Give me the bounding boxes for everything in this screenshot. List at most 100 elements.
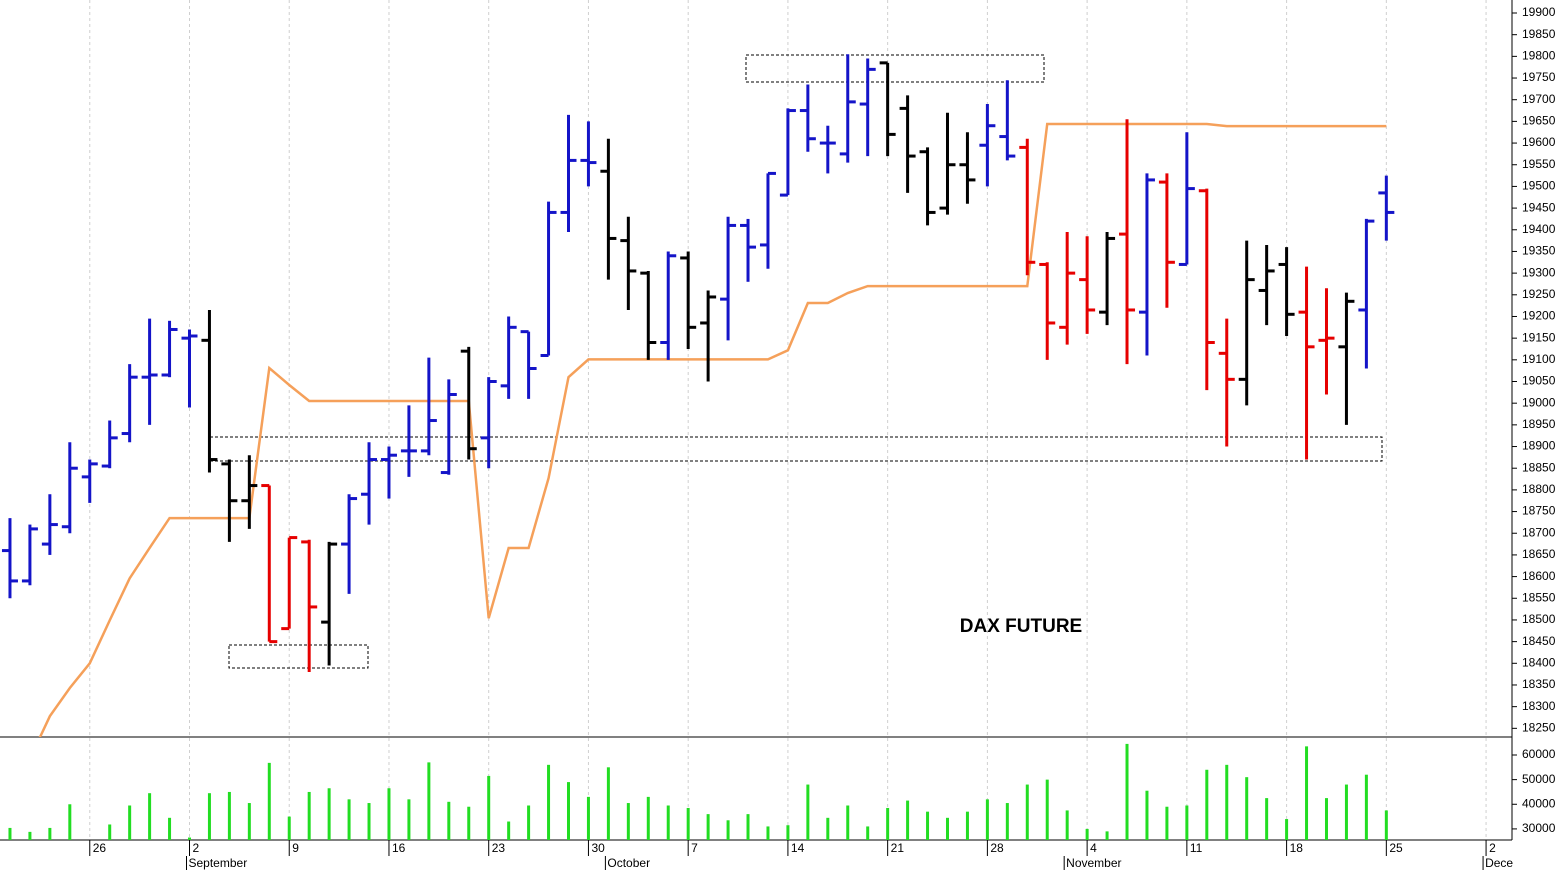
x-tick-label: 21 — [891, 841, 905, 855]
volume-bar — [566, 782, 570, 840]
volume-bar — [187, 837, 191, 840]
month-label: October — [607, 856, 650, 870]
y-tick-label: 40000 — [1522, 796, 1556, 810]
x-tick-label: 16 — [392, 841, 406, 855]
volume-bar — [1105, 831, 1109, 840]
y-tick-label: 19250 — [1522, 287, 1556, 301]
volume-bar — [906, 800, 910, 840]
highlight-box — [745, 54, 1045, 83]
y-tick-label: 18800 — [1522, 482, 1556, 496]
volume-bar — [1145, 790, 1149, 840]
y-tick-label: 19400 — [1522, 222, 1556, 236]
volume-bar — [227, 791, 231, 840]
volume-bar — [28, 831, 32, 840]
volume-bar — [207, 793, 211, 840]
x-tick-label: 28 — [990, 841, 1004, 855]
y-tick-label: 60000 — [1522, 747, 1556, 761]
volume-bar — [68, 804, 72, 840]
y-tick-label: 19600 — [1522, 135, 1556, 149]
volume-bar — [1025, 784, 1029, 840]
month-label: September — [188, 856, 247, 870]
y-tick-label: 19150 — [1522, 330, 1556, 344]
month-label: November — [1066, 856, 1121, 870]
x-tick-label: 7 — [691, 841, 698, 855]
volume-bar — [926, 811, 930, 840]
x-tick-label: 2 — [1489, 841, 1496, 855]
highlight-box — [228, 644, 369, 669]
volume-bar — [945, 817, 949, 840]
volume-bar — [706, 814, 710, 840]
x-tick-label: 23 — [492, 841, 506, 855]
volume-bar — [8, 827, 12, 840]
volume-bar — [467, 806, 471, 840]
x-tick-label: 18 — [1290, 841, 1304, 855]
volume-bar — [766, 826, 770, 840]
volume-bar — [287, 816, 291, 840]
y-tick-label: 18300 — [1522, 699, 1556, 713]
volume-bar — [586, 796, 590, 840]
volume-bar — [806, 784, 810, 840]
volume-bar — [1125, 743, 1129, 840]
x-tick-label: 25 — [1389, 841, 1403, 855]
y-tick-label: 18750 — [1522, 504, 1556, 518]
x-tick-label: 14 — [791, 841, 805, 855]
y-tick-label: 19800 — [1522, 49, 1556, 63]
volume-bar — [886, 807, 890, 840]
volume-bar — [1085, 828, 1089, 840]
volume-bar — [407, 799, 411, 840]
month-label: Dece — [1485, 856, 1513, 870]
volume-bar — [686, 807, 690, 840]
volume-bar — [1384, 810, 1388, 840]
volume-bar — [48, 827, 52, 840]
y-tick-label: 19350 — [1522, 244, 1556, 258]
volume-bar — [1245, 777, 1249, 840]
volume-bar — [307, 791, 311, 840]
volume-bar — [547, 764, 551, 840]
y-tick-label: 50000 — [1522, 772, 1556, 786]
x-tick-label: 26 — [93, 841, 107, 855]
y-tick-label: 19500 — [1522, 179, 1556, 193]
y-tick-label: 19900 — [1522, 5, 1556, 19]
volume-bar — [1364, 774, 1368, 840]
y-tick-label: 18550 — [1522, 590, 1556, 604]
volume-bar — [347, 799, 351, 840]
y-tick-label: 19100 — [1522, 352, 1556, 366]
y-tick-label: 19300 — [1522, 265, 1556, 279]
volume-bar — [606, 767, 610, 840]
volume-bar — [1185, 805, 1189, 840]
volume-bar — [387, 788, 391, 840]
y-tick-label: 18950 — [1522, 417, 1556, 431]
x-tick-label: 11 — [1190, 841, 1203, 855]
volume-bar — [726, 820, 730, 840]
x-tick-label: 30 — [591, 841, 605, 855]
volume-bar — [1205, 769, 1209, 840]
y-tick-label: 18650 — [1522, 547, 1556, 561]
y-tick-label: 18700 — [1522, 525, 1556, 539]
volume-bar — [666, 805, 670, 840]
y-tick-label: 18900 — [1522, 439, 1556, 453]
volume-bar — [507, 821, 511, 840]
volume-bar — [1324, 798, 1328, 840]
y-tick-label: 18400 — [1522, 655, 1556, 669]
volume-bar — [527, 805, 531, 840]
y-tick-label: 19050 — [1522, 374, 1556, 388]
y-tick-label: 18600 — [1522, 569, 1556, 583]
y-tick-label: 19200 — [1522, 309, 1556, 323]
x-tick-label: 2 — [192, 841, 199, 855]
y-tick-label: 30000 — [1522, 821, 1556, 835]
volume-bar — [1165, 806, 1169, 840]
volume-bar — [367, 803, 371, 840]
volume-bar — [267, 762, 271, 840]
y-tick-label: 18250 — [1522, 721, 1556, 735]
x-tick-label: 4 — [1090, 841, 1097, 855]
volume-bar — [447, 801, 451, 840]
volume-bar — [1265, 798, 1269, 840]
volume-bar — [327, 788, 331, 840]
annotation: DAX FUTURE — [960, 616, 1082, 637]
volume-bar — [1285, 819, 1289, 840]
volume-bar — [985, 799, 989, 840]
volume-bar — [247, 803, 251, 840]
volume-bar — [1045, 779, 1049, 840]
